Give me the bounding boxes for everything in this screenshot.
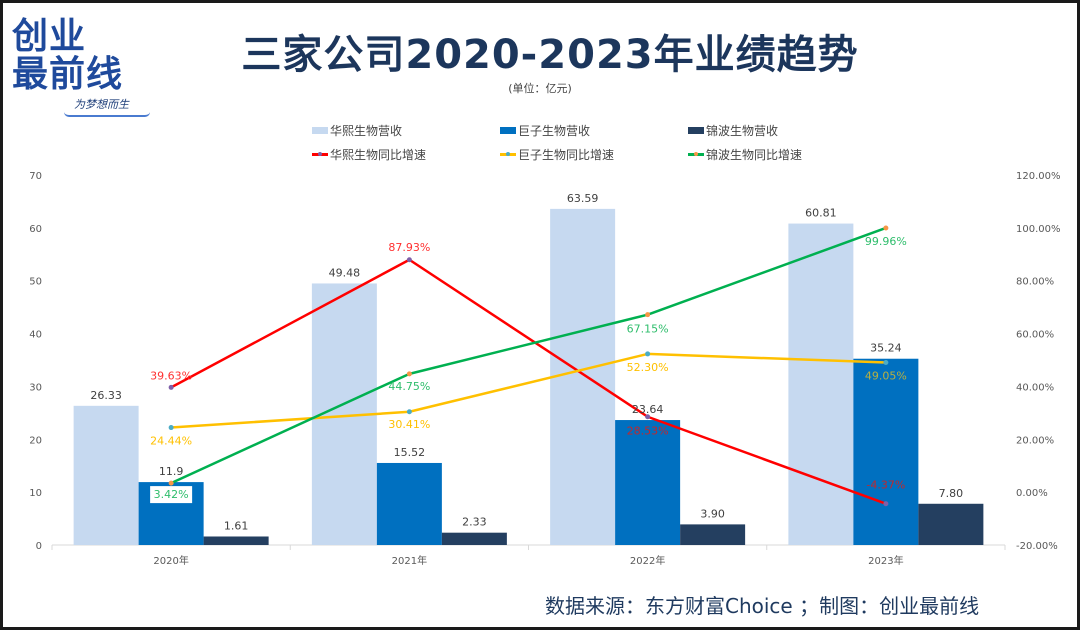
legend-label: 巨子生物同比增速 <box>518 148 615 162</box>
logo-swoosh <box>64 112 150 117</box>
legend-item-juzi-growth[interactable]: 巨子生物同比增速 <box>500 146 614 163</box>
logo-line2: 最前线 <box>12 54 124 95</box>
legend-item-huaxi-growth[interactable]: 华熙生物同比增速 <box>312 146 426 163</box>
legend-label: 锦波生物营收 <box>706 124 779 138</box>
source-footer: 数据来源：东方财富Choice ；制图：创业最前线 <box>545 594 980 618</box>
legend-item-juzi-revenue[interactable]: 巨子生物营收 <box>500 122 590 139</box>
legend-line <box>500 152 516 156</box>
legend-label: 锦波生物同比增速 <box>706 148 803 162</box>
logo: 创业 最前线 为梦想而生 <box>12 16 150 117</box>
legend-item-jinbo-revenue[interactable]: 锦波生物营收 <box>688 122 778 139</box>
legend-swatch <box>688 127 704 134</box>
legend-label: 华熙生物同比增速 <box>330 148 427 162</box>
chart-title: 三家公司2020-2023年业绩趋势 <box>241 32 859 78</box>
legend-line <box>312 152 328 156</box>
legend-line <box>688 152 704 156</box>
legend-label: 华熙生物营收 <box>330 124 403 138</box>
logo-line1: 创业 <box>12 16 87 57</box>
legend-swatch <box>500 127 516 134</box>
legend-item-jinbo-growth[interactable]: 锦波生物同比增速 <box>688 146 802 163</box>
legend-item-huaxi-revenue[interactable]: 华熙生物营收 <box>312 122 402 139</box>
legend-label: 巨子生物营收 <box>518 124 591 138</box>
logo-slogan: 为梦想而生 <box>74 98 129 111</box>
legend: 华熙生物营收 巨子生物营收 锦波生物营收 华熙生物同比增速 巨子生物同比增速 锦… <box>300 122 860 166</box>
chart-unit: (单位：亿元) <box>508 82 572 95</box>
legend-swatch <box>312 127 328 134</box>
